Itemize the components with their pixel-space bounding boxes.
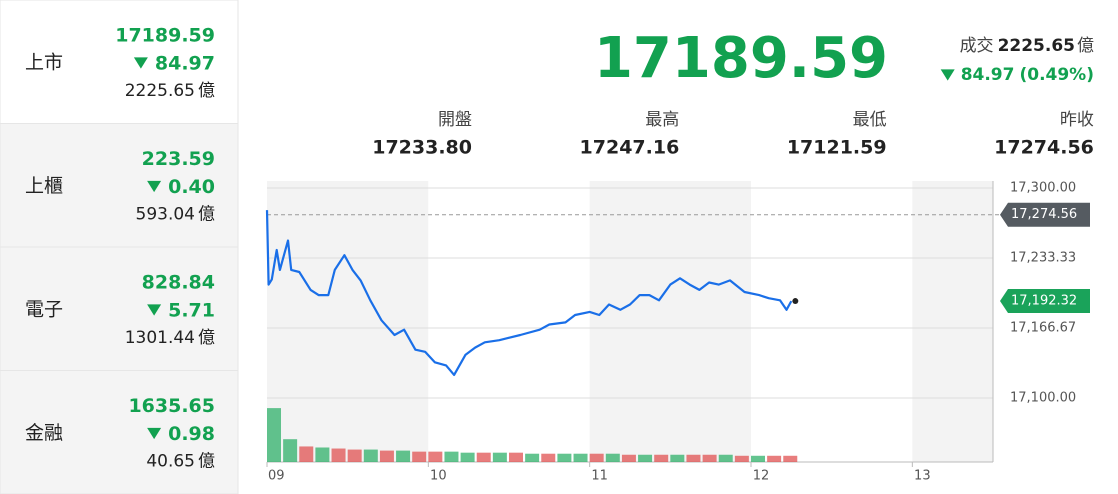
volume-bar (751, 455, 765, 462)
volume-bar (363, 449, 378, 462)
down-arrow (147, 304, 162, 316)
volume-bar (283, 439, 298, 462)
volume-bar (783, 455, 798, 462)
price-tag-label: 17,192.32 (1011, 294, 1077, 309)
stat-label: 昨收 (1060, 110, 1094, 130)
volume-bar (718, 454, 733, 462)
volume-bar (444, 451, 459, 462)
volume-bar (686, 454, 701, 462)
header-change-pct: (0.49%) (1019, 65, 1094, 85)
y-tick-label: 17,100.00 (1010, 390, 1076, 405)
volume-bar (621, 454, 636, 462)
volume-bar (379, 450, 394, 462)
market-name: 金融 (25, 422, 63, 444)
y-tick-label: 17,166.67 (1010, 320, 1076, 335)
stat-value: 17233.80 (372, 137, 472, 159)
volume-bar (476, 452, 491, 462)
x-tick-label: 11 (591, 469, 608, 484)
volume-bar (605, 453, 620, 462)
y-tick-label: 17,233.33 (1010, 251, 1076, 266)
volume-bar (767, 455, 782, 462)
volume-bar (267, 408, 281, 462)
volume-bar (654, 454, 669, 462)
volume-bar (428, 451, 443, 462)
market-row (0, 0, 239, 124)
header-change: 84.97 (961, 65, 1015, 85)
stat-value: 17274.56 (994, 137, 1094, 159)
market-unit: 億 (198, 205, 215, 225)
volume-bar (347, 449, 362, 462)
x-tick-label: 13 (914, 469, 931, 484)
market-price: 17189.59 (115, 25, 215, 47)
market-name: 上櫃 (25, 175, 63, 197)
stat-value: 17121.59 (787, 137, 887, 159)
market-change: 0.40 (168, 176, 215, 198)
market-volume: 2225.65 (125, 81, 195, 101)
volume-bar (492, 452, 507, 462)
last-point (792, 298, 799, 305)
market-volume: 1301.44 (125, 328, 195, 348)
market-unit: 億 (198, 328, 215, 348)
x-tick-label: 12 (753, 469, 770, 484)
volume-bar (460, 452, 475, 462)
down-arrow (940, 69, 955, 81)
session-band (428, 181, 590, 462)
down-arrow (147, 427, 162, 440)
volume-bar (299, 446, 314, 462)
header-price: 17189.59 (594, 26, 888, 91)
market-change: 0.98 (168, 423, 215, 445)
stat-label: 最低 (853, 110, 887, 130)
market-name: 電子 (25, 299, 63, 321)
session-band (267, 181, 429, 462)
price-tag (1000, 289, 1090, 314)
market-price: 223.59 (142, 148, 215, 170)
volume-bar (589, 453, 604, 462)
market-unit: 億 (198, 452, 215, 472)
volume-bar (670, 454, 685, 462)
x-tick-label: 10 (430, 469, 447, 484)
market-change: 5.71 (168, 300, 215, 322)
session-band (912, 181, 993, 462)
down-arrow (133, 57, 148, 69)
volume-bar (509, 452, 523, 462)
y-tick-label: 17,300.00 (1010, 181, 1076, 196)
stat-value: 17247.16 (580, 137, 680, 159)
market-price: 828.84 (142, 272, 215, 294)
header-volume-label: 成交 (960, 36, 994, 56)
volume-bar (573, 453, 588, 462)
volume-bar (638, 454, 653, 462)
header-unit: 億 (1077, 36, 1094, 56)
session-band (589, 181, 751, 462)
volume-bar (396, 450, 411, 462)
volume-bar (557, 453, 572, 462)
market-price: 1635.65 (128, 395, 215, 417)
market-volume: 40.65 (146, 452, 195, 472)
volume-bar (412, 451, 427, 462)
header-volume: 2225.65 (998, 36, 1075, 56)
volume-bar (541, 453, 556, 462)
volume-bar (702, 454, 717, 462)
stat-label: 最高 (645, 110, 679, 130)
session-band (751, 181, 913, 462)
volume-bar (525, 453, 540, 462)
market-change: 84.97 (155, 53, 215, 75)
market-volume: 593.04 (136, 205, 195, 225)
market-unit: 億 (198, 81, 215, 101)
price-line (265, 210, 793, 376)
market-name: 上市 (25, 52, 63, 74)
market-row (0, 370, 239, 494)
stat-label: 開盤 (438, 110, 472, 130)
price-tag (1000, 202, 1090, 227)
volume-bar (331, 448, 346, 462)
x-tick-label: 09 (268, 469, 285, 484)
volume-bar (734, 455, 749, 462)
down-arrow (147, 180, 162, 193)
volume-bar (315, 447, 330, 462)
price-tag-label: 17,274.56 (1011, 207, 1077, 222)
